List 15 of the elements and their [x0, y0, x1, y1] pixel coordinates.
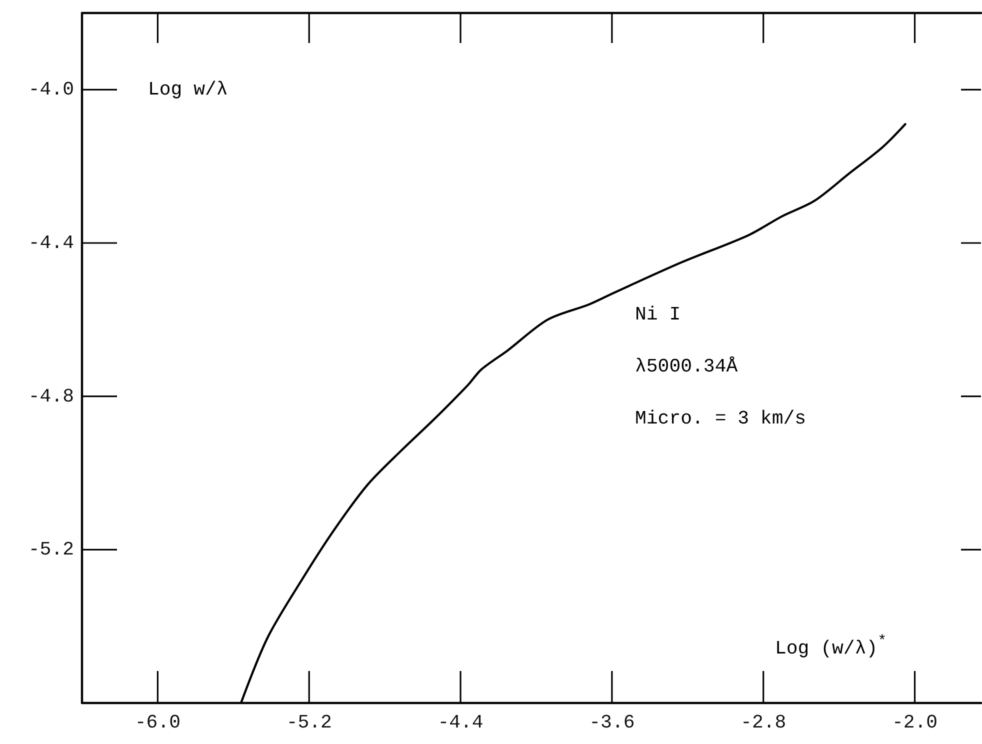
x-tick-label: -6.0 [134, 712, 181, 734]
x-axis-title: Log (w/λ)* [775, 633, 887, 660]
x-tick-label: -4.4 [438, 712, 484, 734]
x-tick-label: -5.2 [286, 712, 332, 734]
annotation: λ5000.34Å [635, 356, 738, 378]
annotation: Micro. = 3 km/s [635, 408, 806, 430]
y-tick-label: -4.4 [28, 232, 74, 254]
annotation: Ni I [635, 304, 681, 326]
y-tick-label: -4.8 [28, 385, 74, 408]
y-axis-title: Log w/λ [148, 78, 228, 100]
x-tick-label: -2.0 [892, 712, 938, 734]
x-tick-label: -2.8 [740, 712, 786, 734]
x-tick-label: -3.6 [589, 712, 635, 734]
y-tick-label: -4.0 [28, 78, 74, 101]
y-tick-label: -5.2 [28, 538, 74, 561]
